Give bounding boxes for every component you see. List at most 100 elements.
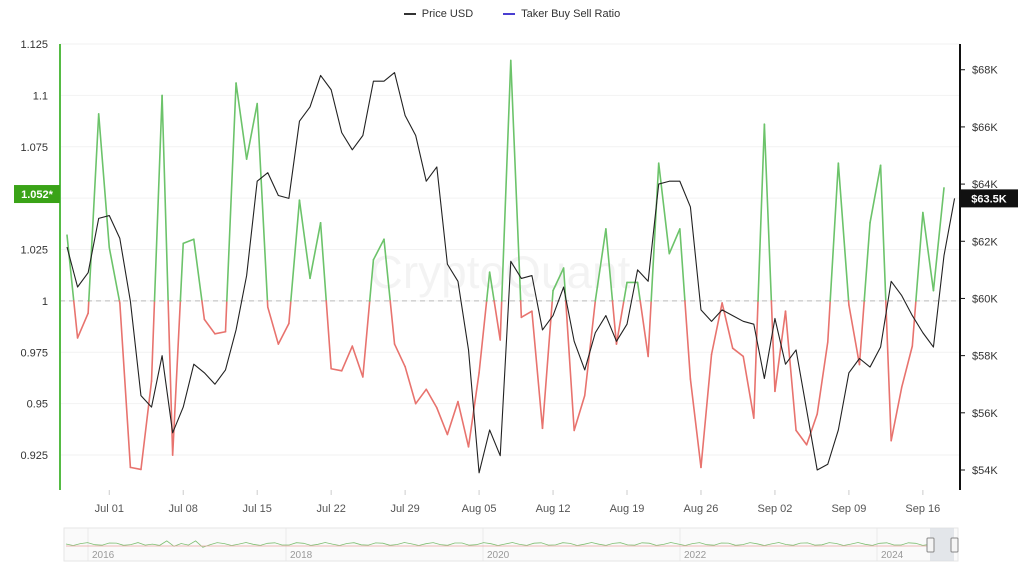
ratio-line-segment xyxy=(552,267,565,292)
ratio-line-segment xyxy=(150,300,156,382)
ratio-line-segment xyxy=(201,300,206,321)
navigator-year-label: 2018 xyxy=(290,550,313,561)
right-tick-label: $54K xyxy=(972,465,998,477)
ratio-line-segment xyxy=(689,378,702,469)
navigator-handle[interactable] xyxy=(950,537,959,553)
ratio-line-segment xyxy=(650,162,660,302)
right-tick-label: $62K xyxy=(972,236,998,248)
right-tick-label: $56K xyxy=(972,408,998,420)
navigator[interactable]: 2016 2018 2020 2022 2024 xyxy=(63,527,959,562)
ratio-line-segment xyxy=(325,300,332,370)
navigator-year-label: 2016 xyxy=(92,550,115,561)
ratio-line-segment xyxy=(623,281,628,302)
ratio-line-segment xyxy=(500,59,512,302)
ratio-line-segment xyxy=(393,343,406,368)
ratio-line-segment xyxy=(414,388,428,405)
legend-swatch-price xyxy=(403,13,416,15)
ratio-line-segment xyxy=(425,388,438,409)
ratio-line-segment xyxy=(520,310,533,319)
ratio-line-segment xyxy=(309,222,322,280)
ratio-line-segment xyxy=(499,300,503,341)
watermark-text: CryptoQuant xyxy=(370,246,631,298)
ratio-line-segment xyxy=(368,259,375,302)
ratio-line-segment xyxy=(784,310,797,432)
ratio-line-segment xyxy=(519,300,523,319)
x-tick-label: Jul 01 xyxy=(95,503,124,515)
ratio-line-segment xyxy=(541,300,554,430)
ratio-line-segment xyxy=(72,300,79,339)
ratio-line-segment xyxy=(66,234,75,302)
x-tick-label: Aug 12 xyxy=(536,503,571,515)
left-tick-label: 0.925 xyxy=(20,450,48,462)
ratio-line-segment xyxy=(911,300,917,347)
ratio-line-segment xyxy=(657,162,671,255)
ratio-line-segment xyxy=(858,300,866,366)
ratio-line-segment xyxy=(290,199,301,302)
ratio-line-segment xyxy=(298,199,311,280)
ratio-line-segment xyxy=(167,300,174,456)
ratio-line-segment xyxy=(805,413,819,446)
ratio-line-segment xyxy=(763,123,773,302)
ratio-line-segment xyxy=(351,345,364,378)
ratio-line-segment xyxy=(742,355,755,419)
navigator-year-label: 2022 xyxy=(684,550,707,561)
ratio-line-segment xyxy=(890,386,903,442)
ratio-line-segment xyxy=(922,211,935,292)
left-tick-label: 1.025 xyxy=(20,245,48,257)
ratio-line-segment xyxy=(76,312,89,339)
ratio-line-segment xyxy=(684,300,692,380)
ratio-line-segment xyxy=(679,228,686,302)
navigator-overview-line xyxy=(65,540,931,548)
navigator-handle[interactable] xyxy=(926,537,935,553)
current-ratio-badge-label: 1.052* xyxy=(21,189,54,201)
ratio-line-segment xyxy=(108,246,121,302)
current-price-badge-label: $63.5K xyxy=(971,193,1007,205)
axes-layer: 1.1251.11.0751.051.02510.9750.950.925Jul… xyxy=(14,39,1018,515)
price-series xyxy=(66,72,956,474)
ratio-line-segment xyxy=(372,238,385,261)
ratio-line-segment xyxy=(531,310,544,430)
ratio-line-segment xyxy=(932,187,945,292)
ratio-line-segment xyxy=(564,300,575,432)
ratio-line-segment xyxy=(404,365,417,405)
watermark-layer: CryptoQuant xyxy=(370,246,631,298)
legend-item-price[interactable]: Price USD xyxy=(403,8,473,20)
legend-label-ratio: Taker Buy Sell Ratio xyxy=(521,8,621,20)
ratio-line-segment xyxy=(509,59,522,302)
ratio-line-segment xyxy=(478,300,488,374)
legend-item-ratio[interactable]: Taker Buy Sell Ratio xyxy=(503,8,620,20)
ratio-line-segment xyxy=(161,94,169,302)
legend-swatch-ratio xyxy=(503,13,516,15)
navigator-track xyxy=(63,527,959,562)
ratio-line-segment xyxy=(224,300,228,333)
ratio-line-segment xyxy=(639,300,649,358)
grid-layer xyxy=(60,43,960,456)
x-tick-label: Sep 09 xyxy=(831,503,866,515)
ratio-line-segment xyxy=(848,304,861,366)
right-tick-label: $66K xyxy=(972,122,998,134)
ratio-line-segment xyxy=(389,300,396,345)
ratio-line-segment xyxy=(900,345,914,389)
ratio-line-segment xyxy=(129,466,142,471)
ratio-line-segment xyxy=(446,400,459,436)
left-tick-label: 1.075 xyxy=(20,142,48,154)
ratio-line-segment xyxy=(288,300,292,325)
left-tick-label: 1.125 xyxy=(20,39,48,51)
ratio-line-segment xyxy=(774,310,787,393)
right-tick-label: $64K xyxy=(972,179,998,191)
ratio-line-segment xyxy=(87,113,100,302)
ratio-line-segment xyxy=(795,429,808,446)
ratio-line-segment xyxy=(636,281,642,302)
ratio-line-segment xyxy=(700,353,713,469)
ratio-line-segment xyxy=(721,302,734,349)
ratio-line-segment xyxy=(330,367,343,372)
ratio-line-segment xyxy=(319,222,328,302)
ratio-line-segment xyxy=(436,406,449,436)
ratio-line-segment xyxy=(710,302,723,356)
ratio-line-segment xyxy=(647,300,652,358)
ratio-line-segment xyxy=(182,238,195,245)
right-tick-label: $60K xyxy=(972,293,998,305)
ratio-line-segment xyxy=(753,300,759,419)
ratio-line-segment xyxy=(203,318,216,335)
